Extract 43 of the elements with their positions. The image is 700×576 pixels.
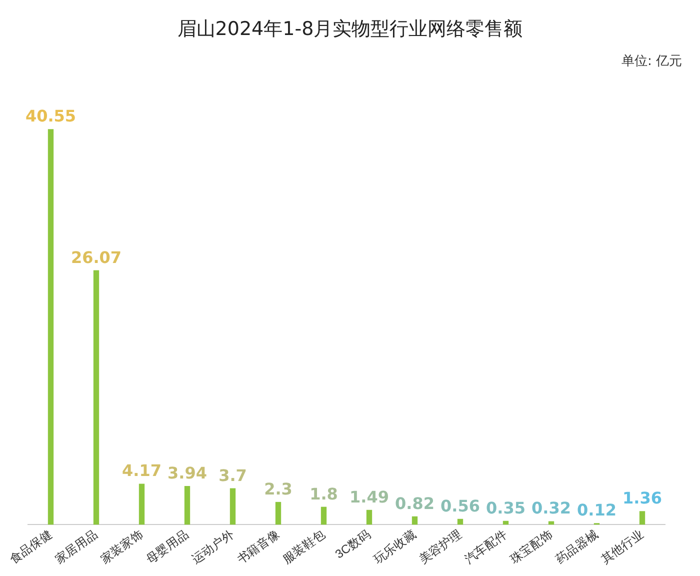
- data-label: 0.35: [486, 498, 526, 518]
- x-tick-label: 食品保健: [7, 527, 54, 566]
- x-tick-label: 珠宝配饰: [508, 527, 555, 566]
- data-label: 0.12: [577, 500, 616, 520]
- bar: [93, 270, 100, 525]
- text: 单位: 亿元: [621, 53, 682, 70]
- x-tick-label: 3C数码: [332, 527, 373, 562]
- data-label: 4.17: [122, 461, 162, 480]
- x-tick-label: 家装家饰: [98, 527, 146, 566]
- data-label: 3.94: [168, 463, 207, 482]
- x-tick-label: 家居用品: [52, 527, 100, 566]
- x-tick-label: 药品器械: [553, 527, 600, 566]
- data-label: 0.32: [532, 498, 571, 518]
- x-tick-label: 其他行业: [598, 527, 646, 566]
- bar: [366, 510, 372, 525]
- x-tick-label: 汽车配件: [462, 527, 510, 566]
- x-tick-label: 服装鞋包: [280, 527, 328, 566]
- data-label: 1.8: [310, 484, 338, 504]
- bar: [457, 518, 464, 525]
- data-label: 2.3: [264, 479, 292, 498]
- bar: [548, 521, 554, 525]
- chart-title: 眉山2024年1-8月实物型行业网络零售额: [176, 17, 524, 42]
- bar: [412, 516, 418, 525]
- bar: [320, 506, 327, 525]
- x-tick-label: 美容护理: [416, 527, 464, 566]
- x-tick-label: 玩乐收藏: [371, 527, 418, 566]
- data-label: 0.82: [395, 494, 434, 513]
- x-tick-label: 运动户外: [189, 527, 236, 566]
- bar: [502, 520, 509, 525]
- bar: [275, 502, 282, 525]
- x-tick-label: 母婴用品: [144, 527, 191, 566]
- bar: [48, 129, 54, 525]
- bar: [138, 484, 145, 525]
- bar: [230, 488, 236, 525]
- data-label: 0.56: [440, 496, 480, 516]
- data-label: 40.55: [25, 106, 76, 126]
- bar: [184, 486, 190, 525]
- data-label: 1.36: [622, 488, 662, 508]
- data-label: 1.49: [350, 487, 389, 506]
- x-tick-label: 书籍音像: [234, 527, 282, 566]
- data-label: 3.7: [218, 466, 247, 485]
- data-label: 26.07: [70, 248, 122, 267]
- bar: [639, 511, 646, 525]
